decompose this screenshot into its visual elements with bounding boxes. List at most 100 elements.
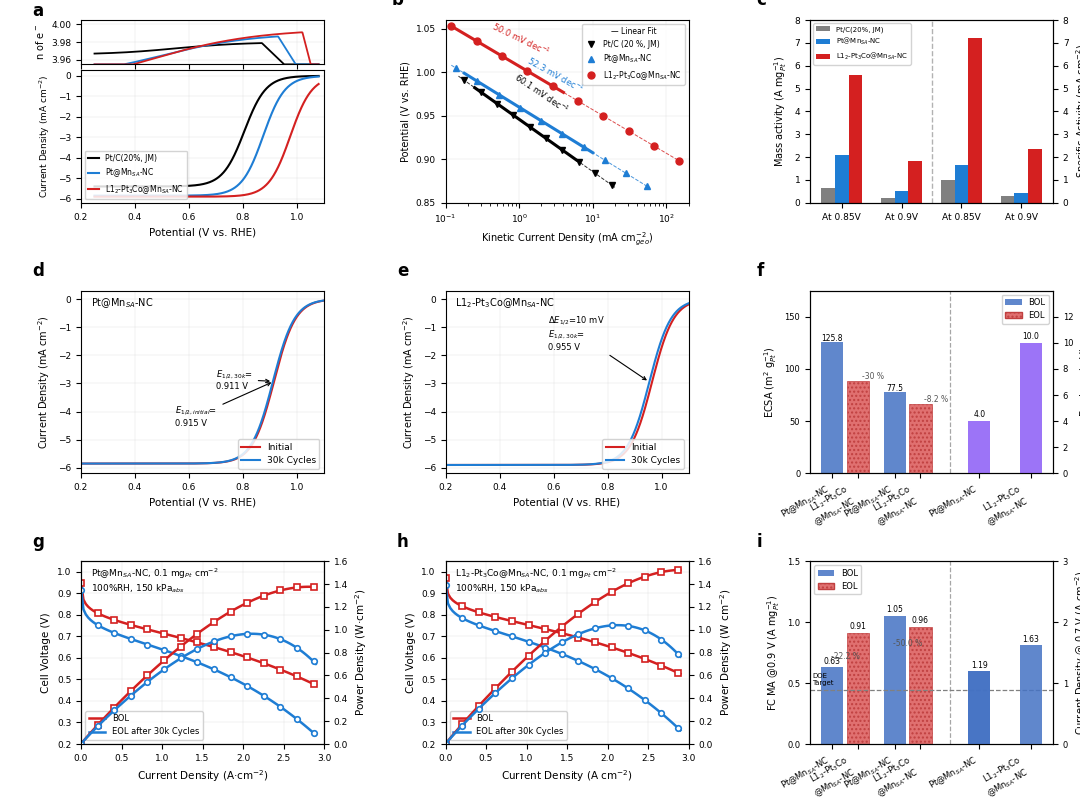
Line: 30k Cycles: 30k Cycles [446,303,689,465]
Y-axis label: Current Density (mA cm$^{-2}$): Current Density (mA cm$^{-2}$) [37,315,53,449]
Y-axis label: FC MA @0.9 V (A mg$_{Pt}^{-1}$): FC MA @0.9 V (A mg$_{Pt}^{-1}$) [765,594,782,711]
Pt@Mn$_{SA}$-NC [513,103,526,113]
Bar [1020,343,1042,474]
BOL [674,669,687,678]
L1$_2$-Pt$_3$Co@Mn$_{SA}$-NC [445,22,458,31]
BOL [75,578,87,587]
Bar [1028,149,1042,203]
Pt@Mn$_{SA}$-NC [449,63,462,73]
BOL [120,618,133,628]
Legend: BOL, EOL after 30k Cycles: BOL, EOL after 30k Cycles [449,711,567,740]
Pt/C(20%, JM) [257,87,270,97]
Text: 52.3 mV dec$^{-1}$: 52.3 mV dec$^{-1}$ [525,54,586,96]
EOL after 30k Cycles [195,659,208,669]
Pt@Mn$_{SA}$-NC [146,191,159,201]
Line: Initial: Initial [81,301,324,463]
Y-axis label: ECSA (m$^2$ g$_{Pt}^{-1}$): ECSA (m$^2$ g$_{Pt}^{-1}$) [762,346,779,418]
Text: 60.1 mV dec$^{-1}$: 60.1 mV dec$^{-1}$ [512,70,571,116]
30k Cycles [237,449,249,458]
EOL after 30k Cycles [674,726,687,735]
Text: d: d [32,262,44,280]
Y-axis label: Power Density (W cm$^{-2}$): Power Density (W cm$^{-2}$) [718,589,734,716]
BOL [291,672,303,682]
Bar [881,198,894,203]
Bar [969,671,990,744]
Initial [75,458,87,468]
30k Cycles [118,458,131,468]
L1$_2$-Pt$_3$Co@Mn$_{SA}$-NC [521,66,534,76]
Legend: BOL, EOL after 30k Cycles: BOL, EOL after 30k Cycles [85,711,203,740]
Text: -30 %: -30 % [862,372,883,382]
Line: Initial: Initial [446,305,689,465]
EOL after 30k Cycles [654,709,667,718]
Text: -22.2 %: -22.2 % [831,652,860,661]
Bar [1001,197,1014,203]
30k Cycles [75,458,87,468]
Bar [908,161,922,203]
30k Cycles [318,296,330,306]
EOL after 30k Cycles [130,636,143,646]
Pt@Mn$_{SA}$-NC [640,182,653,191]
Bar [969,38,982,203]
L1$_2$-Pt$_3$Co@Mn$_{SA}$-NC [238,190,251,200]
Pt/C(20%, JM) [146,182,159,191]
Text: 0.63: 0.63 [824,657,840,666]
BOL [579,634,592,644]
Initial [218,457,231,466]
Text: Pt@Mn$_{SA}$-NC: Pt@Mn$_{SA}$-NC [91,296,153,310]
Bar [835,155,849,203]
Initial [549,460,562,470]
X-axis label: Potential (V vs. RHE): Potential (V vs. RHE) [513,498,621,508]
Text: 0.96: 0.96 [912,616,929,626]
BOL [662,664,675,674]
Text: L1$_2$-Pt$_3$Co@Mn$_{SA}$-NC, 0.1 mg$_{Pt}$ cm$^{-2}$
100%RH, 150 kPa$_{abs}$: L1$_2$-Pt$_3$Co@Mn$_{SA}$-NC, 0.1 mg$_{P… [456,566,618,595]
Text: c: c [756,0,767,10]
Pt/C(20%, JM) [189,181,202,190]
L1$_2$-Pt$_3$Co@Mn$_{SA}$-NC [673,156,686,166]
Bar [894,191,908,203]
Bar [883,393,906,474]
BOL [561,630,573,639]
Pt@Mn$_{SA}$-NC [220,187,233,197]
30k Cycles [622,439,635,449]
Pt@Mn$_{SA}$-NC [257,131,270,141]
Pt@Mn$_{SA}$-NC [189,190,202,200]
X-axis label: Kinetic Current Density (mA cm$^{-2}_{geo}$): Kinetic Current Density (mA cm$^{-2}_{ge… [481,230,653,248]
X-axis label: Potential (V vs. RHE): Potential (V vs. RHE) [149,498,256,508]
Y-axis label: E$_{1/2}$ Loss (mV): E$_{1/2}$ Loss (mV) [1079,347,1080,417]
L1$_2$-Pt$_3$Co@Mn$_{SA}$-NC [87,192,102,202]
Pt@Mn$_{SA}$-NC [598,155,611,165]
L1$_2$-Pt$_3$Co@Mn$_{SA}$-NC [220,191,233,201]
30k Cycles [440,460,453,470]
Bar [941,180,955,203]
L1$_2$-Pt$_3$Co@Mn$_{SA}$-NC [622,126,635,136]
Legend: BOL, EOL: BOL, EOL [1002,294,1049,323]
L1$_2$-Pt$_3$Co@Mn$_{SA}$-NC [189,192,202,202]
30k Cycles [683,298,696,308]
Text: $\Delta E_{1/2}$=10 mV
$E_{1/2, 30k}$=
0.955 V: $\Delta E_{1/2}$=10 mV $E_{1/2, 30k}$= 0… [549,314,646,380]
30k Cycles [501,460,514,470]
Initial [137,458,150,468]
Text: e: e [397,262,408,280]
Initial [237,450,249,459]
X-axis label: Potential (V vs. RHE): Potential (V vs. RHE) [149,227,256,237]
Pt/C (20 %, JM) [556,146,569,155]
X-axis label: Current Density (A·cm$^{-2}$): Current Density (A·cm$^{-2}$) [136,768,269,784]
30k Cycles [257,409,270,418]
BOL [195,639,208,649]
Text: 1.63: 1.63 [1023,634,1039,644]
Pt@Mn$_{SA}$-NC [620,169,633,178]
L1$_2$-Pt$_3$Co@Mn$_{SA}$-NC [648,141,661,150]
Text: 50.0 mV dec$^{-1}$: 50.0 mV dec$^{-1}$ [490,20,552,58]
Bar [821,667,843,744]
Pt/C (20 %, JM) [589,169,602,178]
Initial [440,460,453,470]
Bar [883,616,906,744]
Initial [118,458,131,468]
Line: L1$_2$-Pt$_3$Co@Mn$_{SA}$-NC: L1$_2$-Pt$_3$Co@Mn$_{SA}$-NC [95,84,319,197]
Text: -8.2 %: -8.2 % [924,395,948,404]
Text: 4.0: 4.0 [973,410,985,419]
Line: 30k Cycles: 30k Cycles [81,301,324,463]
EOL after 30k Cycles [215,668,228,678]
30k Cycles [218,457,231,466]
